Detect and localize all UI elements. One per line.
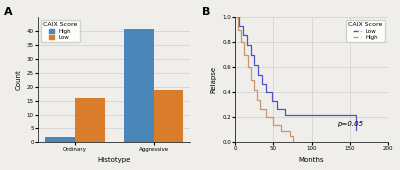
High xyxy=(236,29,241,31)
High xyxy=(254,99,259,101)
Legend: High, Low: High, Low xyxy=(41,20,80,42)
X-axis label: Histotype: Histotype xyxy=(98,157,131,163)
Low xyxy=(353,129,358,131)
Low xyxy=(264,91,268,93)
High xyxy=(245,66,250,68)
High xyxy=(271,124,276,126)
Legend: Low, High: Low, High xyxy=(346,20,385,42)
Low xyxy=(282,114,287,116)
Low xyxy=(248,54,253,56)
Low xyxy=(260,83,264,85)
Bar xyxy=(124,29,154,142)
Line: High: High xyxy=(235,17,292,142)
Text: B: B xyxy=(202,7,210,17)
High xyxy=(264,116,268,118)
Y-axis label: Relapse: Relapse xyxy=(211,66,217,94)
Low xyxy=(233,16,238,18)
High xyxy=(279,130,284,132)
Line: Low: Low xyxy=(235,17,356,130)
Y-axis label: Count: Count xyxy=(15,70,21,90)
High xyxy=(258,108,263,110)
Low xyxy=(275,108,280,110)
High xyxy=(239,41,244,43)
Low xyxy=(237,25,242,27)
X-axis label: Months: Months xyxy=(299,157,324,163)
Low xyxy=(252,64,257,66)
High xyxy=(290,141,295,143)
Low xyxy=(240,34,245,36)
High xyxy=(251,89,256,91)
High xyxy=(248,79,253,81)
Low xyxy=(351,114,356,116)
Text: p=0.05: p=0.05 xyxy=(338,121,364,127)
Low xyxy=(244,44,249,46)
High xyxy=(233,16,238,18)
Low xyxy=(256,74,260,76)
Bar xyxy=(75,98,105,142)
Text: A: A xyxy=(4,7,13,17)
Bar xyxy=(45,137,75,142)
High xyxy=(288,135,293,137)
High xyxy=(242,54,247,56)
Bar xyxy=(154,90,184,142)
Low xyxy=(270,100,274,102)
